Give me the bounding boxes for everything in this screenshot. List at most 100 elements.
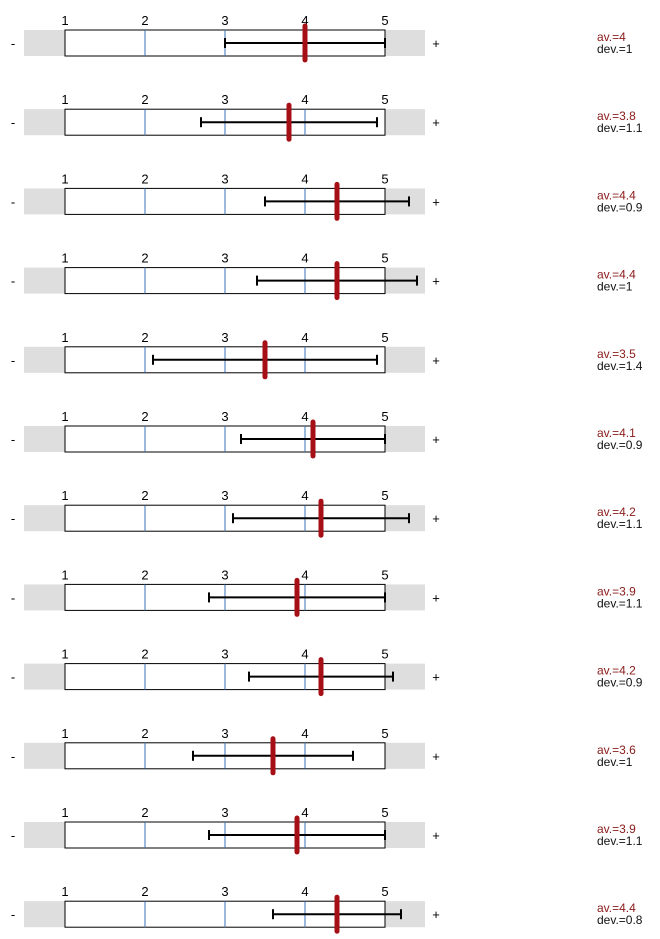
tick-label: 2 xyxy=(141,805,148,820)
tick-label: 2 xyxy=(141,13,148,28)
tick-label: 2 xyxy=(141,409,148,424)
positive-pole-label: + xyxy=(432,274,440,289)
tick-label: 3 xyxy=(221,884,228,899)
positive-pole-label: + xyxy=(432,353,440,368)
tick-label: 3 xyxy=(221,647,228,662)
tick-label: 4 xyxy=(301,251,308,266)
tick-label: 1 xyxy=(61,726,68,741)
tick-label: 3 xyxy=(221,567,228,582)
negative-pole-label: - xyxy=(11,353,15,368)
positive-pole-label: + xyxy=(432,907,440,922)
tick-label: 5 xyxy=(381,251,388,266)
deviation-label: dev.=1.1 xyxy=(597,517,643,531)
tick-label: 2 xyxy=(141,171,148,186)
tick-label: 5 xyxy=(381,647,388,662)
deviation-label: dev.=0.9 xyxy=(597,200,643,214)
tick-label: 5 xyxy=(381,330,388,345)
tick-label: 2 xyxy=(141,488,148,503)
tick-label: 3 xyxy=(221,171,228,186)
average-label: av.=4 xyxy=(597,30,626,44)
negative-pole-label: - xyxy=(11,670,15,685)
average-label: av.=3.8 xyxy=(597,109,636,123)
deviation-label: dev.=1.4 xyxy=(597,359,643,373)
tick-label: 4 xyxy=(301,884,308,899)
average-label: av.=3.9 xyxy=(597,822,636,836)
deviation-label: dev.=1 xyxy=(597,42,633,56)
negative-pole-label: - xyxy=(11,511,15,526)
tick-label: 2 xyxy=(141,567,148,582)
tick-label: 3 xyxy=(221,251,228,266)
positive-pole-label: + xyxy=(432,36,440,51)
tick-label: 5 xyxy=(381,13,388,28)
tick-label: 1 xyxy=(61,330,68,345)
tick-label: 2 xyxy=(141,647,148,662)
tick-label: 4 xyxy=(301,409,308,424)
tick-label: 5 xyxy=(381,488,388,503)
deviation-label: dev.=1 xyxy=(597,280,633,294)
tick-label: 4 xyxy=(301,567,308,582)
tick-label: 3 xyxy=(221,92,228,107)
tick-label: 4 xyxy=(301,171,308,186)
average-label: av.=4.4 xyxy=(597,901,636,915)
tick-label: 4 xyxy=(301,488,308,503)
deviation-label: dev.=1.1 xyxy=(597,596,643,610)
tick-label: 1 xyxy=(61,488,68,503)
tick-label: 2 xyxy=(141,884,148,899)
tick-label: 4 xyxy=(301,647,308,662)
negative-pole-label: - xyxy=(11,749,15,764)
average-label: av.=3.5 xyxy=(597,347,636,361)
tick-label: 4 xyxy=(301,805,308,820)
average-label: av.=3.9 xyxy=(597,584,636,598)
positive-pole-label: + xyxy=(432,115,440,130)
tick-label: 3 xyxy=(221,330,228,345)
positive-pole-label: + xyxy=(432,590,440,605)
negative-pole-label: - xyxy=(11,907,15,922)
tick-label: 4 xyxy=(301,726,308,741)
negative-pole-label: - xyxy=(11,590,15,605)
positive-pole-label: + xyxy=(432,194,440,209)
tick-label: 3 xyxy=(221,726,228,741)
tick-label: 1 xyxy=(61,251,68,266)
tick-label: 3 xyxy=(221,13,228,28)
negative-pole-label: - xyxy=(11,274,15,289)
tick-label: 5 xyxy=(381,805,388,820)
positive-pole-label: + xyxy=(432,749,440,764)
deviation-label: dev.=0.9 xyxy=(597,676,643,690)
tick-label: 1 xyxy=(61,92,68,107)
negative-pole-label: - xyxy=(11,36,15,51)
tick-label: 1 xyxy=(61,647,68,662)
deviation-label: dev.=1 xyxy=(597,755,633,769)
tick-label: 1 xyxy=(61,805,68,820)
average-label: av.=4.4 xyxy=(597,188,636,202)
tick-label: 5 xyxy=(381,409,388,424)
tick-label: 3 xyxy=(221,409,228,424)
tick-label: 2 xyxy=(141,726,148,741)
tick-label: 1 xyxy=(61,171,68,186)
negative-pole-label: - xyxy=(11,194,15,209)
average-label: av.=4.4 xyxy=(597,268,636,282)
tick-label: 5 xyxy=(381,92,388,107)
deviation-label: dev.=1.1 xyxy=(597,834,643,848)
tick-label: 5 xyxy=(381,726,388,741)
negative-pole-label: - xyxy=(11,828,15,843)
positive-pole-label: + xyxy=(432,670,440,685)
positive-pole-label: + xyxy=(432,511,440,526)
tick-label: 2 xyxy=(141,92,148,107)
tick-label: 1 xyxy=(61,567,68,582)
tick-label: 1 xyxy=(61,13,68,28)
tick-label: 4 xyxy=(301,330,308,345)
